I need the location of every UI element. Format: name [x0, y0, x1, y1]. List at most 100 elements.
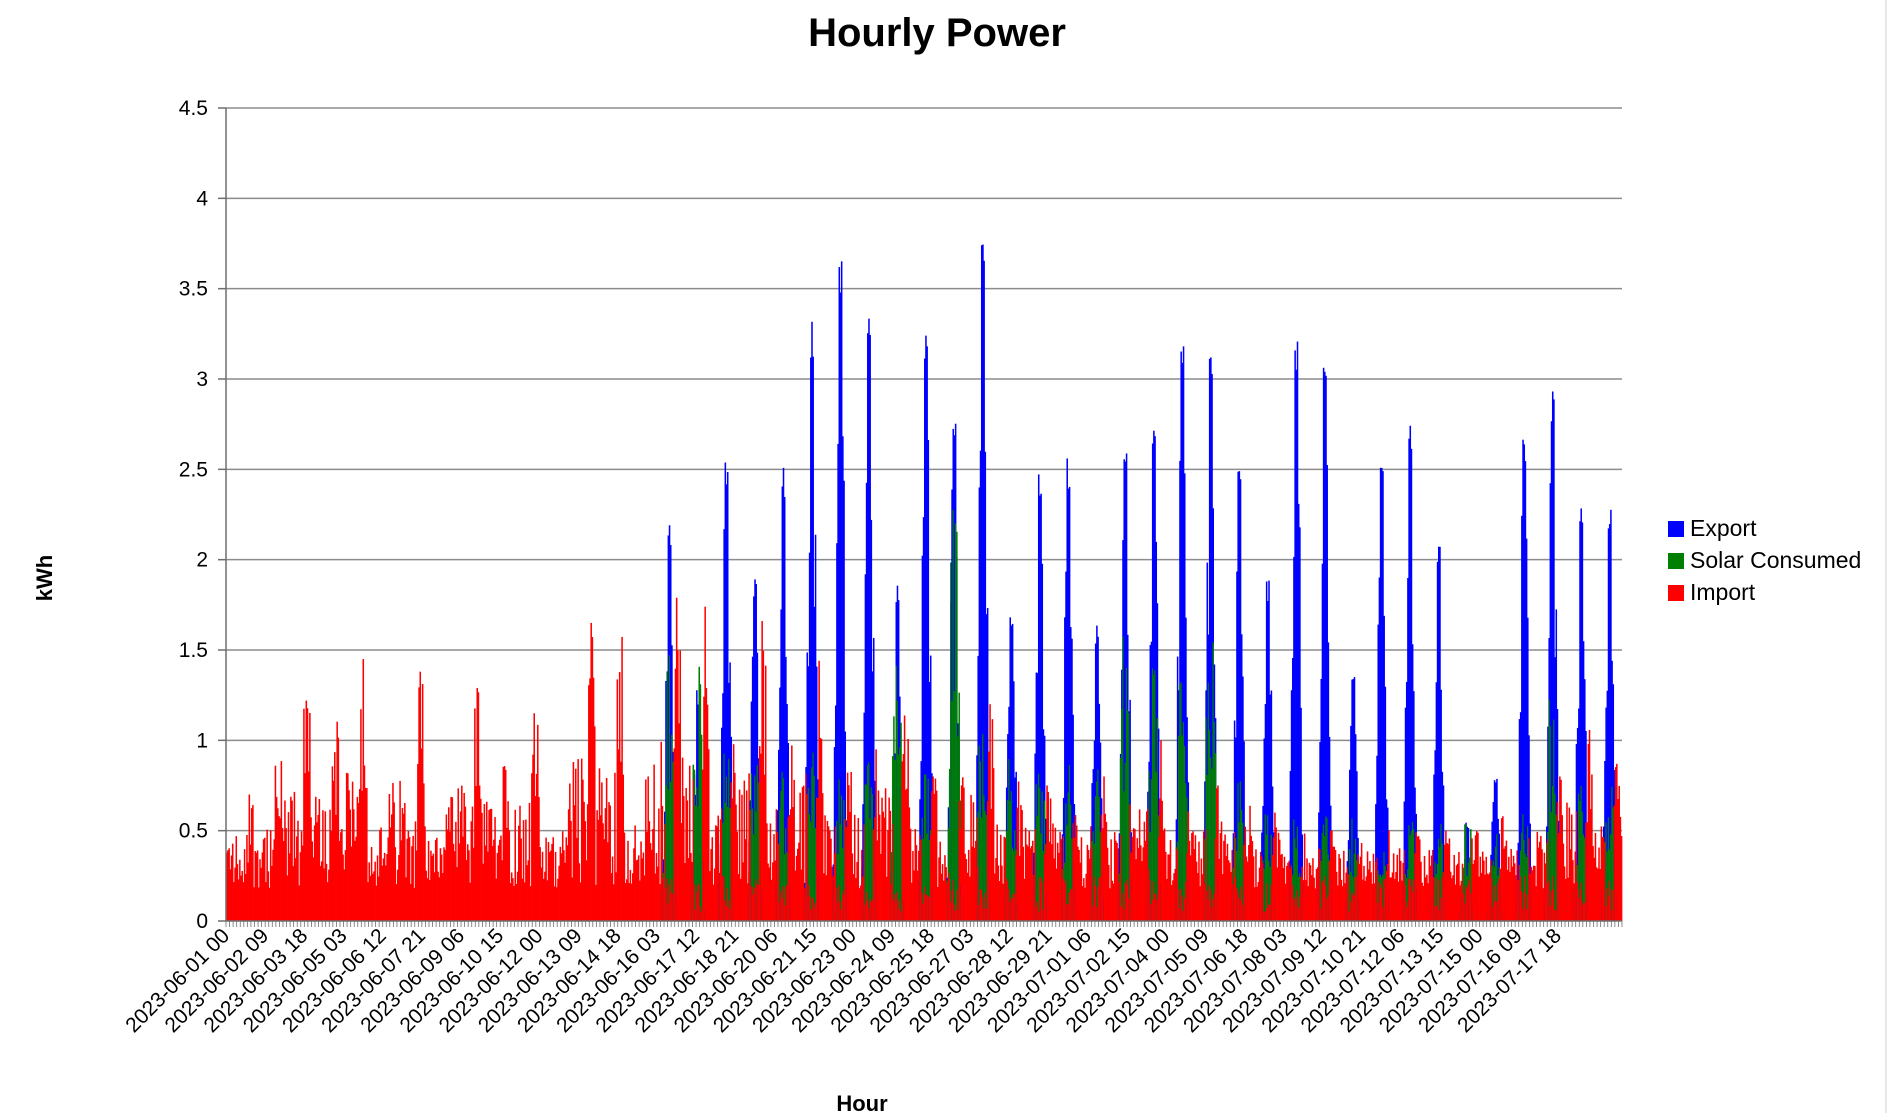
bar-solar-consumed — [1579, 801, 1581, 921]
bar-solar-consumed — [1325, 816, 1327, 921]
bar-export — [1149, 645, 1152, 921]
bar-import — [1475, 831, 1478, 921]
bar-import — [811, 896, 813, 921]
bar-solar-consumed — [1353, 853, 1356, 921]
bar-import — [399, 780, 401, 921]
bar-import — [757, 885, 760, 921]
bar-solar-consumed — [1005, 831, 1008, 921]
bar-import — [706, 704, 709, 921]
bar-solar-consumed — [1293, 819, 1295, 921]
bar-solar-consumed — [1434, 861, 1436, 921]
bar-import — [813, 907, 816, 921]
bar-import — [1511, 866, 1514, 921]
bar-import — [724, 900, 727, 921]
bar-import — [1064, 883, 1066, 921]
bar-import — [305, 700, 308, 921]
bar-solar-consumed — [1440, 823, 1442, 921]
bar-import — [838, 885, 841, 921]
bar-export — [1263, 738, 1266, 921]
bar-export — [921, 555, 924, 921]
bar-import — [415, 850, 418, 921]
bar-import — [510, 872, 513, 921]
bar-solar-consumed — [1496, 833, 1498, 921]
bar-import — [713, 868, 716, 921]
bar-import — [1385, 870, 1388, 921]
bar-import — [1477, 832, 1479, 921]
bar-import — [766, 823, 768, 921]
bar-import — [531, 773, 533, 921]
bar-import — [1206, 890, 1209, 921]
bar-import — [1227, 860, 1230, 921]
bar-solar-consumed — [1009, 800, 1012, 921]
bar-export — [1383, 615, 1385, 921]
bar-import — [520, 838, 522, 921]
bar-import — [1620, 836, 1623, 921]
bar-solar-consumed — [1612, 807, 1615, 921]
bar-import — [1322, 880, 1325, 921]
bar-import — [1168, 854, 1171, 921]
bar-solar-consumed — [1128, 712, 1130, 921]
bar-import — [1067, 904, 1070, 921]
bar-export — [864, 574, 867, 921]
bar-import — [1183, 898, 1186, 921]
bar-import — [1343, 850, 1345, 921]
bar-import — [466, 844, 469, 921]
bar-import — [1003, 836, 1006, 921]
bar-export — [868, 318, 870, 921]
bar-import — [1521, 891, 1523, 921]
bar-import — [508, 830, 511, 921]
bar-import — [404, 802, 406, 921]
bar-import — [624, 883, 627, 921]
bar-import — [419, 671, 422, 921]
bar-import — [1073, 837, 1076, 921]
bar-import — [655, 853, 658, 921]
bar-import — [1601, 836, 1604, 921]
bar-solar-consumed — [1409, 835, 1412, 921]
bar-import — [1070, 888, 1072, 921]
bar-export — [777, 749, 780, 921]
bar-import — [513, 886, 515, 921]
bar-import — [861, 849, 863, 921]
bar-import — [368, 862, 370, 921]
bar-import — [1358, 863, 1361, 921]
bar-import — [1486, 873, 1489, 921]
bar-import — [709, 871, 711, 921]
bar-export — [1521, 515, 1523, 921]
bar-import — [1110, 839, 1112, 921]
bar-import — [1116, 842, 1118, 921]
bar-solar-consumed — [1210, 757, 1212, 921]
bar-export — [1327, 642, 1330, 921]
bar-import — [1416, 836, 1419, 921]
bar-solar-consumed — [1297, 876, 1300, 921]
bar-import — [1435, 878, 1438, 921]
bar-import — [579, 882, 582, 921]
bar-import — [1616, 763, 1618, 921]
bar-import — [1104, 813, 1106, 921]
bar-import — [1198, 841, 1200, 921]
bar-import — [414, 821, 417, 921]
bar-export — [1328, 736, 1331, 921]
bar-import — [1581, 900, 1584, 921]
bar-import — [1346, 867, 1349, 921]
bar-import — [271, 866, 273, 921]
bar-solar-consumed — [1410, 831, 1413, 921]
bar-import — [1367, 869, 1370, 921]
bar-import — [1345, 872, 1347, 921]
bar-import — [1573, 883, 1575, 921]
bar-import — [342, 854, 344, 921]
bar-import — [1401, 880, 1403, 921]
bar-import — [350, 846, 353, 921]
bar-export — [1442, 785, 1445, 921]
bar-import — [1519, 876, 1522, 921]
bar-import — [1093, 876, 1096, 921]
bar-import — [533, 713, 535, 921]
bar-import — [1011, 898, 1014, 921]
bar-import — [366, 788, 368, 921]
bar-import — [1555, 910, 1558, 921]
bar-import — [711, 837, 714, 921]
bar-import — [957, 909, 959, 921]
bar-solar-consumed — [980, 817, 983, 921]
bar-solar-consumed — [1582, 834, 1585, 921]
bar-solar-consumed — [1439, 847, 1441, 921]
bar-import — [795, 855, 798, 921]
